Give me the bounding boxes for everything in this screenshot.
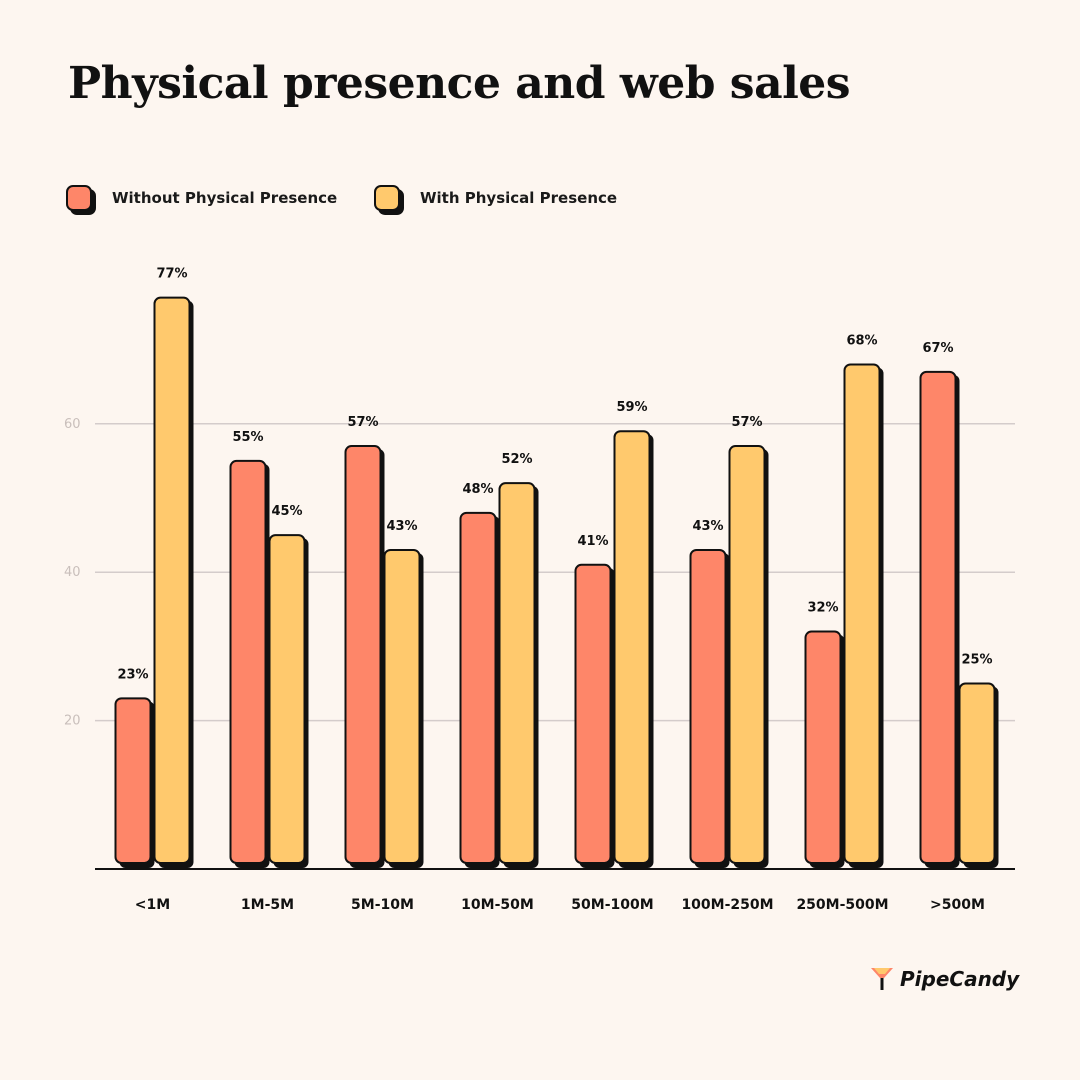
- bar-with: [153, 296, 191, 865]
- bar-with: [383, 548, 421, 864]
- bar-without: [689, 548, 727, 864]
- data-label: 77%: [156, 267, 187, 282]
- x-tick-label: 5M-10M: [351, 897, 414, 913]
- bar-with: [498, 482, 536, 864]
- x-tick-label: 50M-100M: [571, 897, 653, 913]
- legend-item-without: Without Physical Presence: [66, 183, 337, 213]
- bar-without: [919, 370, 957, 864]
- bar-without: [114, 697, 152, 865]
- data-label: 45%: [271, 504, 302, 519]
- bar-without: [344, 445, 382, 864]
- legend-item-with: With Physical Presence: [374, 183, 617, 213]
- data-label: 25%: [961, 653, 992, 668]
- x-tick-label: >500M: [930, 897, 985, 913]
- legend-label-with: With Physical Presence: [420, 189, 618, 207]
- data-label: 23%: [117, 667, 148, 682]
- bar-with: [728, 445, 766, 864]
- data-label: 52%: [501, 452, 532, 467]
- y-tick-label: 60: [64, 417, 81, 432]
- y-tick-label: 20: [64, 714, 81, 729]
- x-tick-label: 100M-250M: [681, 897, 773, 913]
- data-label: 32%: [807, 601, 838, 616]
- legend-swatch-with: [374, 185, 400, 211]
- data-label: 48%: [462, 482, 493, 497]
- bar-without: [574, 563, 612, 865]
- legend-swatch-without: [66, 185, 92, 211]
- bar-with: [958, 682, 996, 864]
- bar-with: [843, 363, 881, 864]
- x-tick-label: 1M-5M: [241, 897, 294, 913]
- x-tick-label: <1M: [135, 897, 170, 913]
- data-label: 41%: [577, 534, 608, 549]
- bar-with: [613, 430, 651, 864]
- data-label: 43%: [386, 519, 417, 534]
- legend-label-without: Without Physical Presence: [112, 189, 338, 207]
- data-label: 57%: [347, 415, 378, 430]
- data-label: 55%: [232, 430, 263, 445]
- data-label: 68%: [846, 333, 877, 348]
- data-label: 67%: [922, 341, 953, 356]
- bar-without: [804, 630, 842, 864]
- data-label: 59%: [616, 400, 647, 415]
- pipecandy-logo-icon: [871, 968, 893, 990]
- bar-with: [268, 534, 306, 864]
- y-tick-label: 40: [64, 565, 81, 580]
- brand-logo: PipeCandy: [870, 966, 1019, 992]
- x-tick-label: 10M-50M: [461, 897, 534, 913]
- brand-name: PipeCandy: [900, 967, 1020, 991]
- data-label: 57%: [731, 415, 762, 430]
- bar-without: [229, 459, 267, 864]
- chart-title: Physical presence and web sales: [68, 58, 851, 109]
- data-label: 43%: [692, 519, 723, 534]
- bar-without: [459, 511, 497, 865]
- x-tick-label: 250M-500M: [796, 897, 888, 913]
